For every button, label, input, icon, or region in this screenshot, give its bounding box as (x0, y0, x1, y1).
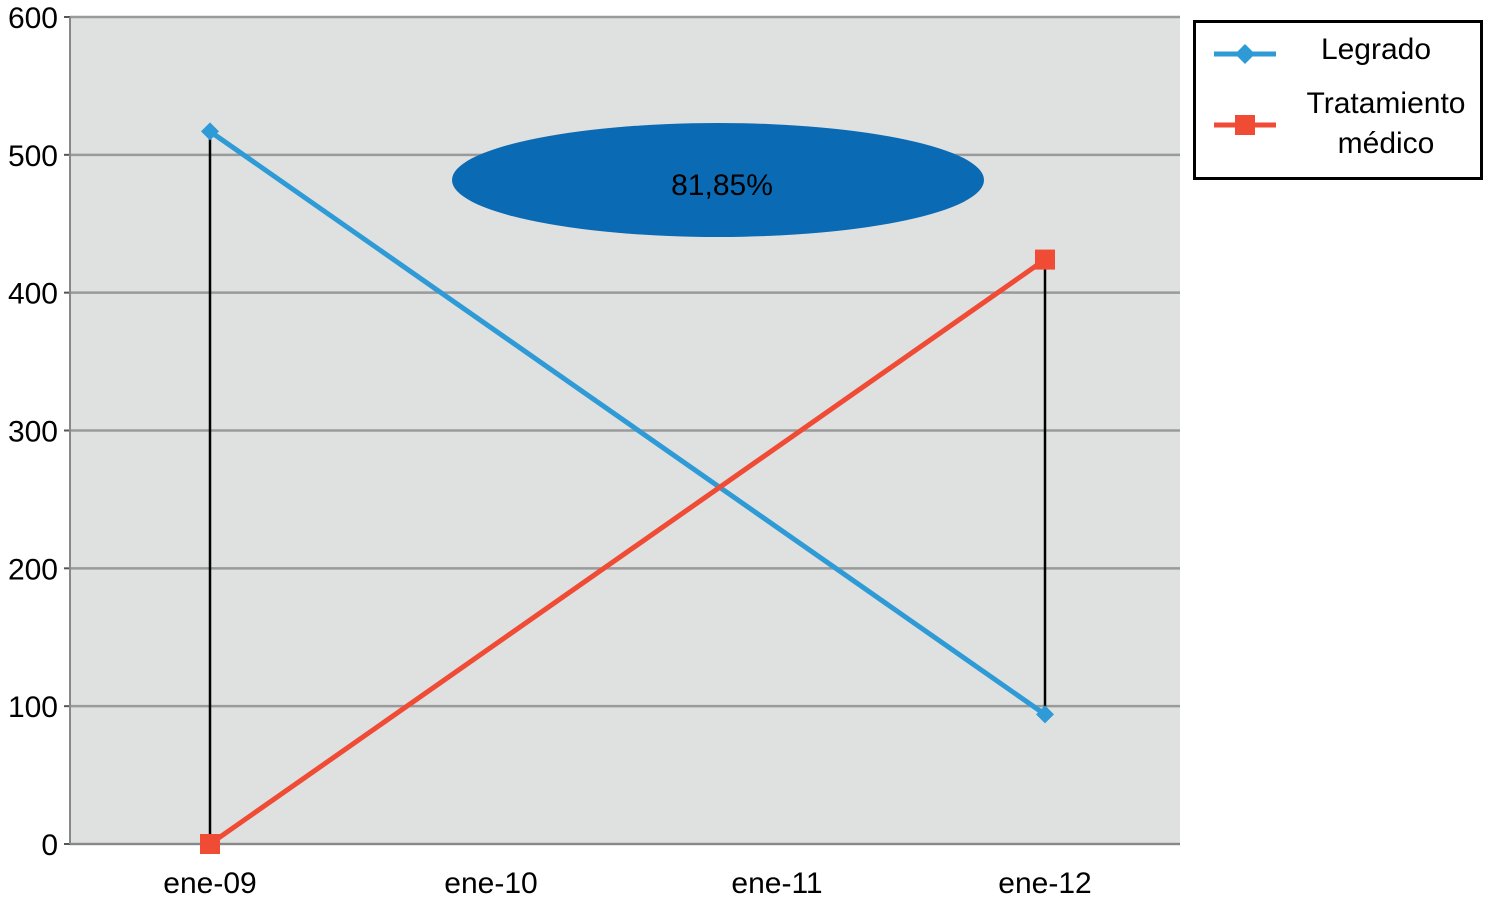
series-line (208, 129, 1047, 717)
data-point-square (1035, 249, 1055, 270)
legend: Legrado Tratamiento médico (1193, 20, 1483, 180)
data-point-diamond (1036, 705, 1054, 724)
x-tick-label: ene-10 (444, 867, 537, 900)
y-tick-label: 600 (8, 2, 58, 35)
series-line (208, 257, 1047, 847)
legend-label-tratamiento-line1: Tratamiento (1306, 87, 1466, 120)
y-tick-label: 0 (41, 829, 58, 862)
annotation-bubble: 81,85% (452, 123, 984, 237)
legend-label-legrado: Legrado (1320, 33, 1432, 66)
annotation-text: 81,85% (671, 169, 773, 202)
diamond-marker-icon (1214, 44, 1276, 64)
x-tick-label: ene-09 (163, 867, 256, 900)
y-tick-label: 300 (8, 416, 58, 449)
series-lines (208, 129, 1047, 847)
x-tick-label: ene-11 (731, 867, 822, 900)
y-axis-ticks: 0 100 200 300 400 500 600 (8, 2, 1180, 862)
y-tick-label: 200 (8, 553, 58, 586)
legend-item-tratamiento-medico: Tratamiento médico (1196, 85, 1480, 175)
legend-label-tratamiento-line2: médico (1337, 127, 1435, 160)
annotation-ellipse (452, 123, 984, 237)
drop-lines (208, 131, 1047, 844)
y-tick-label: 100 (8, 691, 58, 724)
series-markers (200, 122, 1055, 854)
square-marker-icon (1214, 115, 1276, 135)
x-axis-ticks: ene-09 ene-10 ene-11 ene-12 (163, 867, 1091, 900)
data-point-diamond (201, 122, 219, 141)
legend-item-legrado: Legrado (1196, 31, 1480, 81)
x-tick-label: ene-12 (998, 867, 1091, 900)
data-point-square (200, 834, 220, 854)
y-tick-label: 500 (8, 140, 58, 173)
y-tick-label: 400 (8, 278, 58, 311)
